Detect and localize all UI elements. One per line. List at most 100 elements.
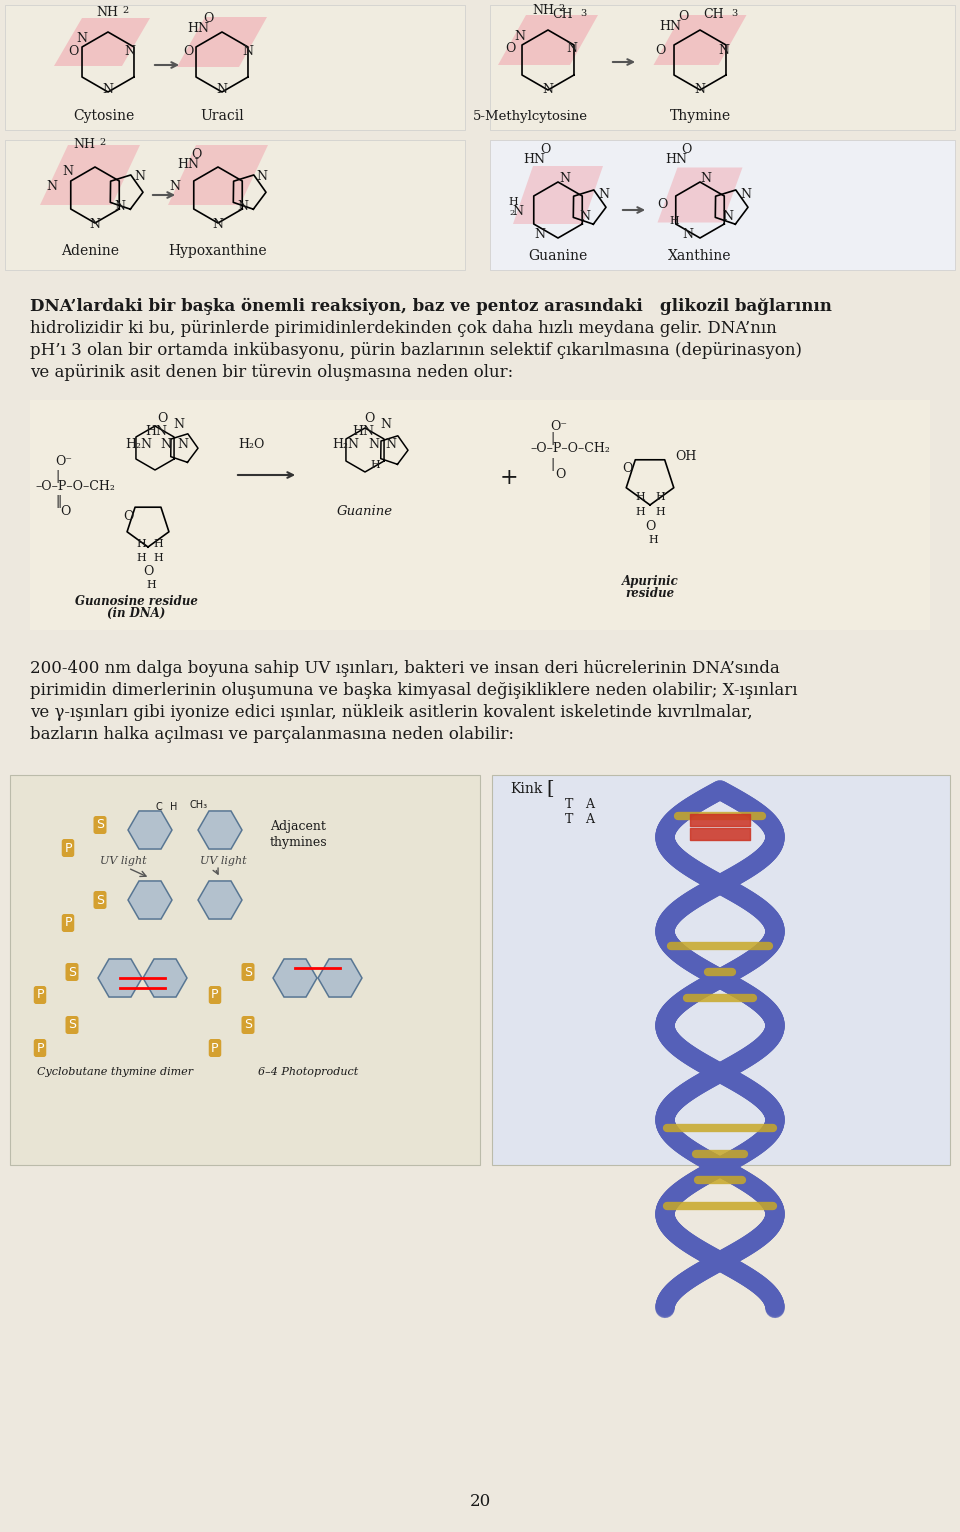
Text: Guanine: Guanine [528, 250, 588, 264]
Text: C: C [155, 801, 161, 812]
Text: UV light: UV light [200, 856, 247, 866]
FancyBboxPatch shape [5, 139, 465, 270]
FancyBboxPatch shape [30, 400, 930, 630]
Text: hidrolizidir ki bu, pürinlerde pirimidinlerdekinden çok daha hızlı meydana gelir: hidrolizidir ki bu, pürinlerde pirimidin… [30, 320, 777, 337]
Text: P: P [211, 988, 219, 1002]
Text: Adenine: Adenine [61, 244, 119, 257]
Text: H₂N: H₂N [332, 438, 359, 450]
Polygon shape [513, 165, 603, 224]
Text: H: H [136, 539, 146, 548]
FancyBboxPatch shape [10, 775, 480, 1164]
Text: bazların halka açılması ve parçalanmasına neden olabilir:: bazların halka açılması ve parçalanmasın… [30, 726, 514, 743]
Text: O: O [203, 12, 213, 25]
Text: 2: 2 [509, 208, 515, 218]
Text: 2: 2 [122, 6, 129, 15]
Polygon shape [143, 959, 187, 997]
Text: N: N [566, 41, 578, 55]
Text: P: P [36, 1042, 44, 1054]
Text: P: P [211, 1042, 219, 1054]
Text: Kink: Kink [510, 781, 542, 797]
Polygon shape [98, 959, 142, 997]
Text: H: H [648, 535, 658, 545]
Text: A: A [585, 798, 594, 810]
Text: N: N [368, 438, 379, 450]
Text: O: O [157, 412, 167, 424]
Text: H: H [655, 492, 664, 502]
Text: N: N [103, 83, 113, 97]
FancyBboxPatch shape [5, 5, 465, 130]
Text: H: H [153, 553, 163, 562]
Text: N: N [515, 31, 525, 43]
FancyBboxPatch shape [490, 5, 955, 130]
Text: N: N [385, 438, 396, 450]
Text: N: N [173, 418, 184, 430]
Text: T: T [565, 813, 573, 826]
Text: N: N [62, 165, 74, 178]
Text: P: P [64, 916, 72, 930]
Polygon shape [658, 167, 742, 222]
Text: O: O [364, 412, 374, 424]
Text: N: N [598, 188, 610, 201]
Text: N: N [177, 438, 188, 450]
Text: H: H [370, 460, 380, 470]
Text: H₂N: H₂N [125, 438, 152, 450]
Text: O: O [555, 467, 565, 481]
Text: N: N [580, 210, 590, 224]
Polygon shape [40, 146, 140, 205]
Text: Thymine: Thymine [669, 109, 731, 123]
Polygon shape [498, 15, 598, 64]
Text: |: | [550, 458, 554, 470]
Text: S: S [244, 965, 252, 979]
Text: O: O [60, 506, 70, 518]
Text: H: H [635, 492, 645, 502]
Text: HN: HN [659, 20, 681, 34]
Text: O: O [123, 510, 133, 522]
Text: O: O [191, 149, 202, 161]
Polygon shape [128, 810, 172, 849]
Polygon shape [128, 881, 172, 919]
Text: N: N [380, 418, 391, 430]
Text: S: S [68, 1019, 76, 1031]
Polygon shape [168, 146, 268, 205]
Text: +: + [500, 467, 518, 489]
Text: O: O [505, 41, 516, 55]
Text: Xanthine: Xanthine [668, 250, 732, 264]
Text: Apurinic: Apurinic [622, 574, 679, 588]
Text: HN: HN [352, 424, 374, 438]
Polygon shape [198, 881, 242, 919]
Text: Guanine: Guanine [337, 506, 393, 518]
Text: OH: OH [675, 450, 696, 463]
Text: 3: 3 [580, 9, 587, 18]
Text: O: O [622, 463, 633, 475]
Text: P: P [64, 841, 72, 855]
Text: ‖: ‖ [55, 495, 61, 509]
Text: ve γ-ışınları gibi iyonize edici ışınlar, nükleik asitlerin kovalent iskeletinde: ve γ-ışınları gibi iyonize edici ışınlar… [30, 705, 753, 722]
Text: N: N [542, 83, 554, 97]
Text: HN: HN [187, 21, 209, 35]
Text: O: O [655, 44, 665, 57]
Text: residue: residue [625, 587, 675, 601]
FancyBboxPatch shape [492, 775, 950, 1164]
Text: Uracil: Uracil [200, 109, 244, 123]
Text: [: [ [546, 778, 554, 797]
Text: CH: CH [553, 8, 573, 21]
Text: N: N [243, 44, 253, 58]
Text: O⁻: O⁻ [550, 420, 567, 434]
Text: CH₃: CH₃ [189, 800, 207, 810]
Text: H: H [146, 581, 156, 590]
Text: N: N [170, 179, 180, 193]
Text: N: N [160, 438, 171, 450]
Polygon shape [54, 18, 150, 66]
Text: 3: 3 [731, 9, 737, 18]
Text: S: S [244, 1019, 252, 1031]
Text: H₂O: H₂O [238, 438, 264, 450]
Text: P: P [36, 988, 44, 1002]
Text: pH’ı 3 olan bir ortamda inkübasyonu, pürin bazlarının selektif çıkarılmasına (de: pH’ı 3 olan bir ortamda inkübasyonu, pür… [30, 342, 802, 358]
FancyBboxPatch shape [490, 139, 955, 270]
Text: O: O [645, 519, 656, 533]
Text: –O–P–O–CH₂: –O–P–O–CH₂ [530, 443, 610, 455]
Text: H: H [635, 507, 645, 516]
Text: HN: HN [665, 153, 687, 165]
Text: N: N [513, 205, 523, 218]
Text: O: O [681, 142, 691, 156]
